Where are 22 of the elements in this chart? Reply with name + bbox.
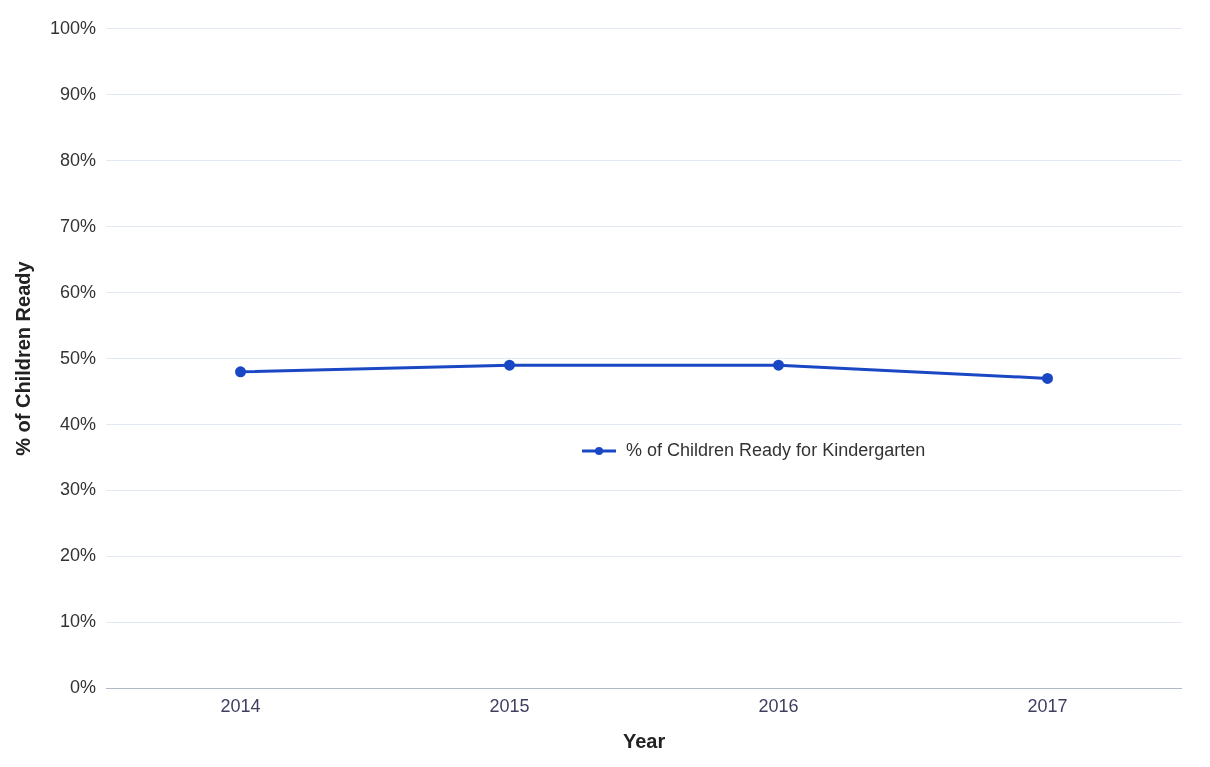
point [504,359,516,371]
y-tick-label: 10% [60,611,97,632]
legend-label: % of Children Ready for Kindergarten [626,439,926,460]
y-tick-label: 50% [60,347,97,368]
y-axis-title: % of Children Ready [11,260,34,456]
x-tick-label: 2017 [1027,696,1068,717]
y-tick-label: 60% [60,281,97,302]
y-tick-label: 70% [60,215,97,236]
y-tick-label: 80% [60,149,97,170]
point [235,366,247,378]
x-tick-label: 2016 [758,696,799,717]
y-tick-label: 90% [60,83,97,104]
y-tick-label: 40% [60,413,97,434]
y-tick-label: 20% [60,545,97,566]
point [773,359,785,371]
y-tick-label: 0% [70,677,97,698]
x-axis-title: Year [622,729,666,752]
x-tick-label: 2015 [489,696,530,717]
x-tick-label: 2014 [220,696,261,717]
point [1042,372,1054,384]
y-tick-label: 100% [49,17,97,38]
y-tick-label: 30% [60,479,97,500]
